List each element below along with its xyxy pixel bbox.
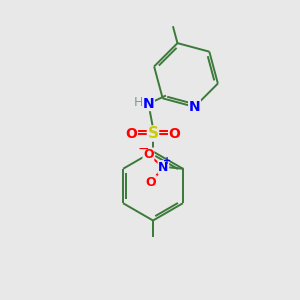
Text: +: + (163, 156, 171, 166)
Text: O: O (169, 127, 181, 140)
Text: N: N (158, 161, 169, 174)
Text: O: O (143, 148, 154, 161)
Text: O: O (125, 127, 137, 140)
Text: −: − (137, 142, 149, 156)
Text: N: N (143, 97, 154, 110)
Text: O: O (146, 176, 156, 189)
Text: S: S (148, 126, 158, 141)
Text: N: N (189, 100, 200, 114)
Text: H: H (134, 95, 144, 109)
